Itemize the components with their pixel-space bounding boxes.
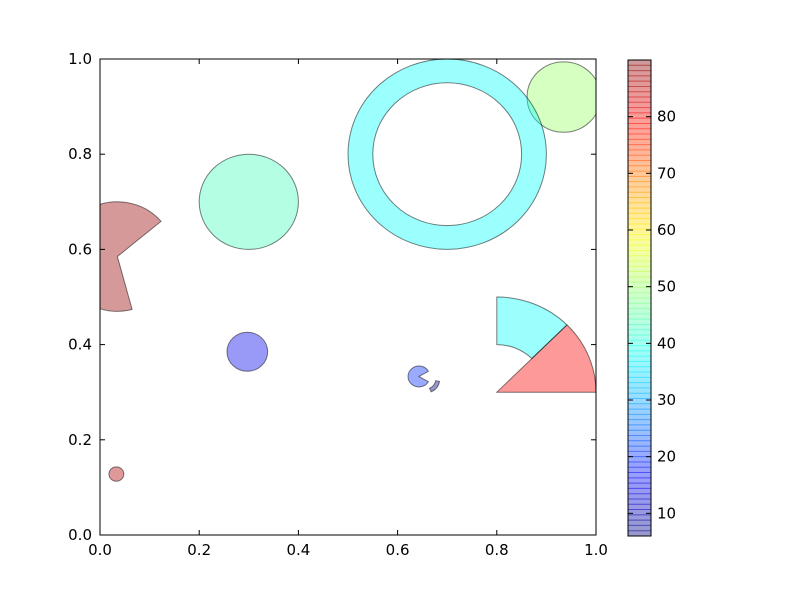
x-tick-label: 0.4 (286, 541, 310, 559)
colorbar-tick-label: 10 (657, 504, 676, 522)
colorbar-ticks: 10 20 30 40 50 60 70 80 (628, 108, 676, 522)
colorbar-tick-label: 40 (657, 334, 676, 352)
x-tick-label: 1.0 (584, 541, 608, 559)
y-tick-label: 0.8 (68, 145, 92, 163)
y-axis: 0.0 0.2 0.4 0.6 0.8 1.0 (68, 50, 596, 544)
x-tick-label: 0.6 (386, 541, 410, 559)
y-tick-label: 0.0 (68, 526, 92, 544)
colorbar-frame (627, 59, 652, 537)
x-tick-label: 0.2 (187, 541, 211, 559)
ring-patch-4 (347, 59, 547, 250)
colorbar-tick-label: 80 (657, 108, 676, 126)
plot-frame (99, 58, 597, 536)
colorbar-bands (628, 64, 651, 532)
circle-patch-3 (108, 466, 125, 482)
colorbar-tick-label: 70 (657, 164, 676, 182)
x-tick-label: 0.8 (485, 541, 509, 559)
circle-patch-2 (226, 331, 269, 372)
x-tick-label: 0.0 (88, 541, 112, 559)
colorbar-tick-label: 30 (657, 391, 676, 409)
wedge-patch-9 (428, 380, 441, 393)
circle-patch-0 (198, 153, 299, 250)
y-tick-label: 1.0 (68, 50, 92, 68)
y-tick-label: 0.2 (68, 431, 92, 449)
colorbar-tick-label: 20 (657, 448, 676, 466)
wedge-patch-7 (496, 296, 568, 360)
plot-area (100, 59, 596, 535)
wedge-patch-8 (407, 365, 430, 388)
colorbar: 10 20 30 40 50 60 70 80 (627, 59, 676, 537)
colorbar-tick-label: 50 (657, 278, 676, 296)
colorbar-tick-label: 60 (657, 221, 676, 239)
y-tick-label: 0.4 (68, 336, 92, 354)
y-tick-label: 0.6 (68, 240, 92, 258)
x-axis: 0.0 0.2 0.4 0.6 0.8 1.0 (88, 59, 608, 559)
